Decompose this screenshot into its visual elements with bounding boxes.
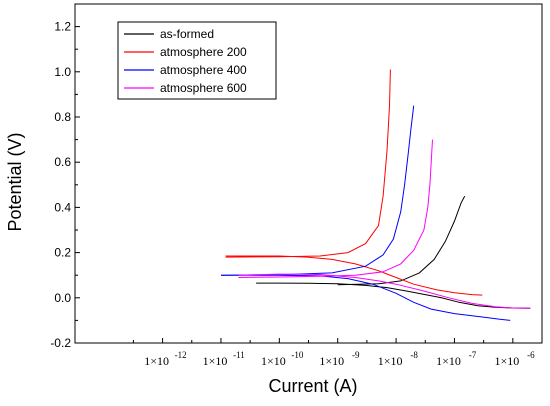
series-line-3-1 <box>238 139 433 278</box>
x-tick-exponent: -12 <box>175 350 187 360</box>
x-tick-exponent: -10 <box>291 350 303 360</box>
x-tick-exponent: -6 <box>527 350 535 360</box>
x-tick-exponent: -11 <box>233 350 245 360</box>
legend-label: atmosphere 200 <box>160 45 247 59</box>
legend-label: as-formed <box>160 27 214 41</box>
series-line-0-0 <box>256 282 531 309</box>
y-axis-label: Potential (V) <box>5 132 25 231</box>
x-tick-label: 1×10 <box>494 354 519 368</box>
legend-box <box>117 21 277 100</box>
y-tick-label: 0.0 <box>54 291 71 305</box>
y-tick-label: 1.0 <box>54 65 71 79</box>
series-line-2-1 <box>220 105 415 276</box>
legend-label: atmosphere 400 <box>160 63 247 77</box>
series-line-0-1 <box>337 195 466 286</box>
x-axis-label: Current (A) <box>268 376 357 396</box>
y-tick-label: -0.2 <box>50 336 71 350</box>
x-tick-exponent: -7 <box>469 350 477 360</box>
x-tick-label: 1×10 <box>378 354 403 368</box>
x-tick-label: 1×10 <box>144 354 169 368</box>
x-tick-exponent: -8 <box>410 350 418 360</box>
y-tick-label: 0.8 <box>54 110 71 124</box>
x-tick-label: 1×10 <box>436 354 461 368</box>
x-tick-exponent: -9 <box>352 350 360 360</box>
x-tick-label: 1×10 <box>203 354 228 368</box>
y-tick-label: 0.4 <box>54 200 71 214</box>
y-tick-label: 0.2 <box>54 246 71 260</box>
x-tick-label: 1×10 <box>261 354 286 368</box>
series-line-1-1 <box>225 69 391 258</box>
series-line-2-0 <box>221 274 511 321</box>
y-tick-label: 0.6 <box>54 155 71 169</box>
series-line-3-0 <box>238 273 531 309</box>
series-line-1-0 <box>225 255 483 296</box>
y-tick-label: 1.2 <box>54 20 71 34</box>
x-tick-label: 1×10 <box>319 354 344 368</box>
legend-label: atmosphere 600 <box>160 81 247 95</box>
